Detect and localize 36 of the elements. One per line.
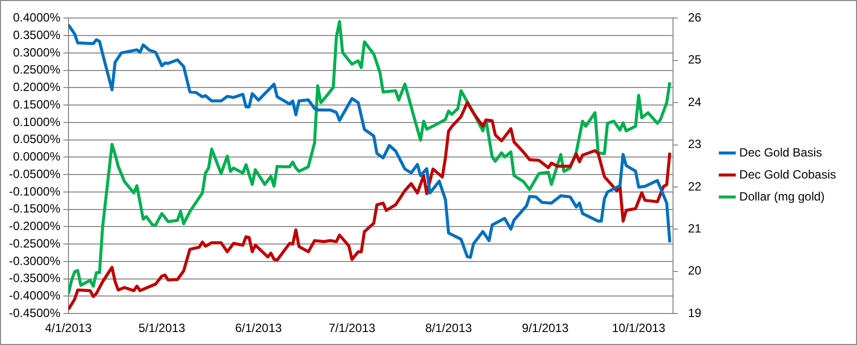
legend-label: Dec Gold Cobasis xyxy=(739,167,836,182)
y-tick-label: 0.0500% xyxy=(12,132,61,146)
y2-tick-label: 25 xyxy=(688,52,702,67)
x-tick-label: 6/1/2013 xyxy=(235,321,282,336)
y2-tick-label: 26 xyxy=(688,10,702,25)
y-tick-label: 0.2500% xyxy=(12,62,61,77)
y2-tick-label: 22 xyxy=(688,179,702,194)
x-tick-label: 4/1/2013 xyxy=(45,321,92,336)
y-tick-label: -0.2000% xyxy=(8,219,61,234)
y-tick-label: -0.1500% xyxy=(8,202,61,216)
x-tick-label: 7/1/2013 xyxy=(328,321,376,336)
y-tick-label: -0.3500% xyxy=(8,271,61,286)
y-tick-label: 0.2000% xyxy=(12,80,61,94)
y2-tick-label: 21 xyxy=(688,222,702,236)
y-tick-label: -0.3000% xyxy=(8,254,61,268)
y-tick-label: 0.0000% xyxy=(12,150,61,164)
x-tick-label: 8/1/2013 xyxy=(425,321,472,336)
y-tick-label: -0.4000% xyxy=(8,288,61,303)
legend-label: Dec Gold Basis xyxy=(739,145,822,160)
y-tick-label: 0.3500% xyxy=(12,28,61,42)
y2-tick-label: 24 xyxy=(688,94,702,109)
y2-tick-label: 19 xyxy=(688,306,702,320)
y-tick-label: -0.4500% xyxy=(8,306,61,320)
x-tick-label: 9/1/2013 xyxy=(522,321,569,336)
x-tick-label: 5/1/2013 xyxy=(138,321,186,336)
y-tick-label: 0.1000% xyxy=(12,114,61,129)
y-tick-label: -0.0500% xyxy=(8,166,61,181)
x-tick-label: 10/1/2013 xyxy=(612,321,666,336)
y2-tick-label: 23 xyxy=(688,137,702,152)
y-tick-label: -0.1000% xyxy=(8,184,61,198)
y-tick-label: 0.1500% xyxy=(12,97,61,112)
y2-tick-label: 20 xyxy=(688,264,702,278)
legend-label: Dollar (mg gold) xyxy=(739,189,825,204)
y-tick-label: -0.2500% xyxy=(8,236,61,250)
y-tick-label: 0.3000% xyxy=(12,45,61,60)
y-tick-label: 0.4000% xyxy=(12,10,61,25)
